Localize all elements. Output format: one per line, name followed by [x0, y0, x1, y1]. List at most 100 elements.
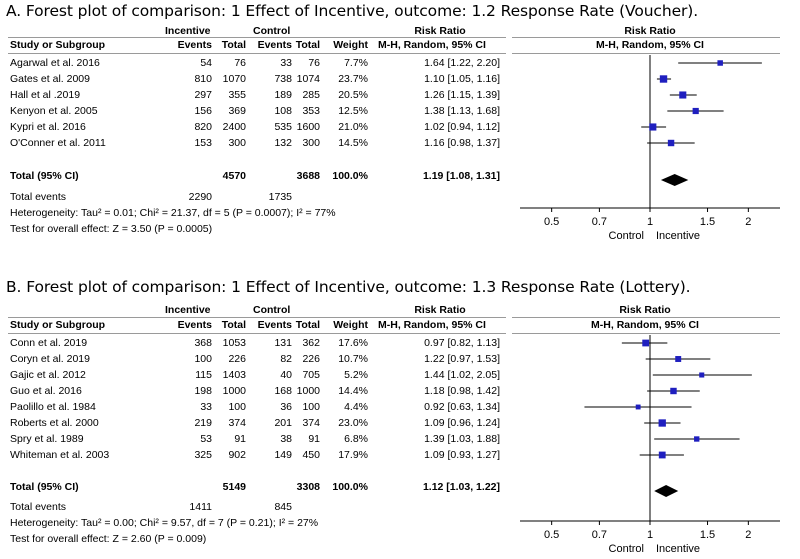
- weight: 100.0%: [332, 481, 368, 493]
- incentive-events: 53: [200, 433, 212, 445]
- overall-effect: Test for overall effect: Z = 3.50 (P = 0…: [10, 223, 213, 235]
- incentive-total: 300: [228, 137, 246, 149]
- header-events-incentive: Events: [177, 319, 212, 331]
- study-marker: [659, 75, 668, 83]
- control-total: 3308: [296, 481, 320, 493]
- incentive-events: 368: [194, 337, 212, 349]
- control-total: 1074: [296, 73, 320, 85]
- control-total: 362: [302, 337, 320, 349]
- incentive-events: 156: [194, 105, 212, 117]
- axis-label-incentive: Incentive: [656, 230, 700, 242]
- risk-ratio-ci: 1.39 [1.03, 1.88]: [424, 433, 500, 445]
- study-name: Gajic et al. 2012: [10, 369, 86, 381]
- control-total: 3688: [296, 170, 320, 182]
- header-events-incentive: Events: [177, 39, 212, 51]
- weight: 23.7%: [338, 73, 368, 85]
- total-events-label: Total events: [10, 191, 67, 203]
- x-tick-label: 2: [745, 216, 751, 228]
- incentive-total: 902: [228, 449, 246, 461]
- axis-label-control: Control: [609, 543, 644, 555]
- divider: [8, 53, 506, 54]
- header-method-plot: M-H, Random, 95% CI: [596, 39, 704, 51]
- incentive-total: 4570: [222, 170, 246, 182]
- pooled-ci: 1.12 [1.03, 1.22]: [422, 481, 500, 493]
- weight: 6.8%: [344, 433, 368, 445]
- control-events: 38: [280, 433, 292, 445]
- control-total: 450: [302, 449, 320, 461]
- weight: 4.4%: [344, 401, 368, 413]
- risk-ratio-ci: 1.26 [1.15, 1.39]: [424, 89, 500, 101]
- incentive-total: 76: [234, 57, 246, 69]
- pooled-ci: 1.19 [1.08, 1.31]: [422, 170, 500, 182]
- incentive-events: 325: [194, 449, 212, 461]
- header-total-control: Total: [295, 39, 320, 51]
- incentive-total: 1000: [222, 385, 246, 397]
- weight: 14.4%: [338, 385, 368, 397]
- control-total: 285: [302, 89, 320, 101]
- control-events: 168: [274, 385, 292, 397]
- header-incentive: Incentive: [165, 25, 211, 37]
- study-marker: [699, 372, 705, 378]
- header-risk-ratio: Risk Ratio: [414, 25, 466, 37]
- weight: 23.0%: [338, 417, 368, 429]
- header-total-control: Total: [295, 319, 320, 331]
- incentive-events: 100: [194, 353, 212, 365]
- study-name: Kenyon et al. 2005: [10, 105, 98, 117]
- control-total: 353: [302, 105, 320, 117]
- control-total: 1000: [296, 385, 320, 397]
- study-marker: [635, 404, 641, 410]
- header-events-control: Events: [257, 39, 292, 51]
- incentive-total: 1070: [222, 73, 246, 85]
- header-method: M-H, Random, 95% CI: [378, 39, 486, 51]
- study-marker: [694, 436, 700, 442]
- risk-ratio-ci: 1.44 [1.02, 2.05]: [424, 369, 500, 381]
- study-marker: [675, 356, 682, 362]
- divider: [512, 53, 780, 54]
- incentive-total: 374: [228, 417, 246, 429]
- control-total: 91: [308, 433, 320, 445]
- control-events: 132: [274, 137, 292, 149]
- control-total: 100: [302, 401, 320, 413]
- pooled-diamond: [660, 174, 689, 186]
- control-events: 201: [274, 417, 292, 429]
- study-marker: [658, 451, 666, 459]
- risk-ratio-ci: 0.92 [0.63, 1.34]: [424, 401, 500, 413]
- study-marker: [670, 387, 677, 395]
- header-events-control: Events: [257, 319, 292, 331]
- divider: [8, 317, 506, 318]
- study-marker: [649, 123, 657, 131]
- study-name: Agarwal et al. 2016: [10, 57, 100, 69]
- study-name: Paolillo et al. 1984: [10, 401, 96, 413]
- weight: 5.2%: [344, 369, 368, 381]
- control-total: 1600: [296, 121, 320, 133]
- pooled-diamond: [654, 485, 679, 497]
- incentive-events: 198: [194, 385, 212, 397]
- study-marker: [679, 91, 687, 99]
- study-name: Guo et al. 2016: [10, 385, 82, 397]
- weight: 7.7%: [344, 57, 368, 69]
- incentive-events: 810: [194, 73, 212, 85]
- study-name: Gates et al. 2009: [10, 73, 90, 85]
- study-name: O'Conner et al. 2011: [10, 137, 106, 149]
- header-method: M-H, Random, 95% CI: [378, 319, 486, 331]
- incentive-total: 91: [234, 433, 246, 445]
- control-total: 374: [302, 417, 320, 429]
- forest-plot-b: B. Forest plot of comparison: 1 Effect o…: [0, 276, 800, 559]
- panel-title: B. Forest plot of comparison: 1 Effect o…: [6, 278, 691, 296]
- study-marker: [667, 139, 675, 147]
- study-marker: [642, 339, 650, 347]
- weight: 10.7%: [338, 353, 368, 365]
- incentive-events: 820: [194, 121, 212, 133]
- x-tick-label: 2: [745, 529, 751, 541]
- incentive-events: 33: [200, 401, 212, 413]
- divider: [512, 317, 780, 318]
- x-tick-label: 1.5: [700, 529, 715, 541]
- header-risk-ratio-plot: Risk Ratio: [619, 304, 671, 316]
- header-control: Control: [253, 25, 291, 37]
- study-name: Coryn et al. 2019: [10, 353, 90, 365]
- control-events: 82: [280, 353, 292, 365]
- control-events: 36: [280, 401, 292, 413]
- forest-marks: 0.5 0.7 1 1.5 2 Control Incentive: [520, 55, 780, 242]
- divider: [512, 333, 780, 334]
- weight: 17.6%: [338, 337, 368, 349]
